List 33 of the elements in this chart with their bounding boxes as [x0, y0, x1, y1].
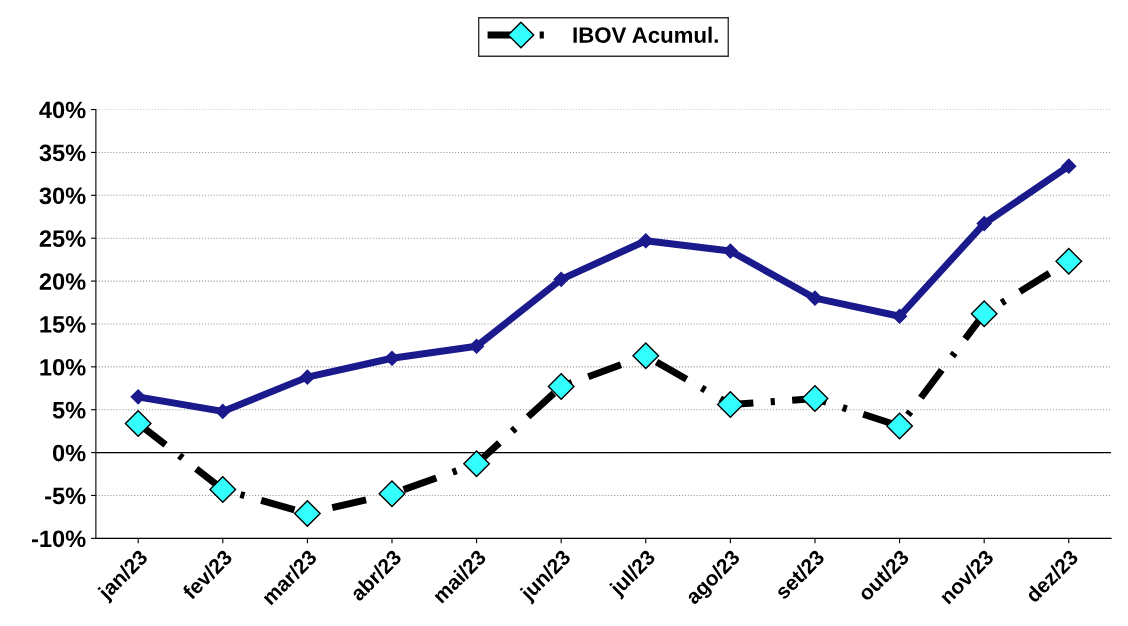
- point: [970, 300, 998, 328]
- y-tick-label: 35%: [39, 144, 86, 162]
- y-tick-label: -10%: [31, 530, 86, 548]
- y-tick-label: 25%: [39, 230, 86, 247]
- point: [892, 308, 908, 324]
- point: [632, 342, 660, 370]
- point: [378, 480, 406, 508]
- point: [215, 403, 231, 420]
- legend-label: IBOV Acumul.: [573, 26, 718, 43]
- y-tick-label: 15%: [40, 316, 86, 333]
- point: [976, 216, 992, 232]
- point: [886, 412, 914, 440]
- point: [469, 338, 485, 354]
- point: [299, 369, 315, 385]
- y-tick-label: 10%: [40, 358, 86, 376]
- point: [1061, 158, 1077, 174]
- point: [463, 450, 491, 478]
- point: [716, 391, 744, 419]
- y-tick-label: 30%: [39, 187, 86, 205]
- y-tick-label: 40%: [39, 101, 86, 119]
- point: [209, 476, 237, 503]
- y-tick-label: 20%: [39, 273, 86, 290]
- y-tick-label: 0%: [52, 444, 86, 462]
- point: [293, 500, 321, 527]
- point: [124, 409, 152, 437]
- point: [807, 290, 823, 306]
- point: [1055, 247, 1083, 275]
- point: [553, 271, 569, 287]
- y-tick-label: -5%: [45, 487, 86, 505]
- point: [801, 385, 829, 413]
- point: [547, 373, 575, 401]
- y-tick-label: 5%: [52, 401, 86, 419]
- point: [130, 389, 146, 405]
